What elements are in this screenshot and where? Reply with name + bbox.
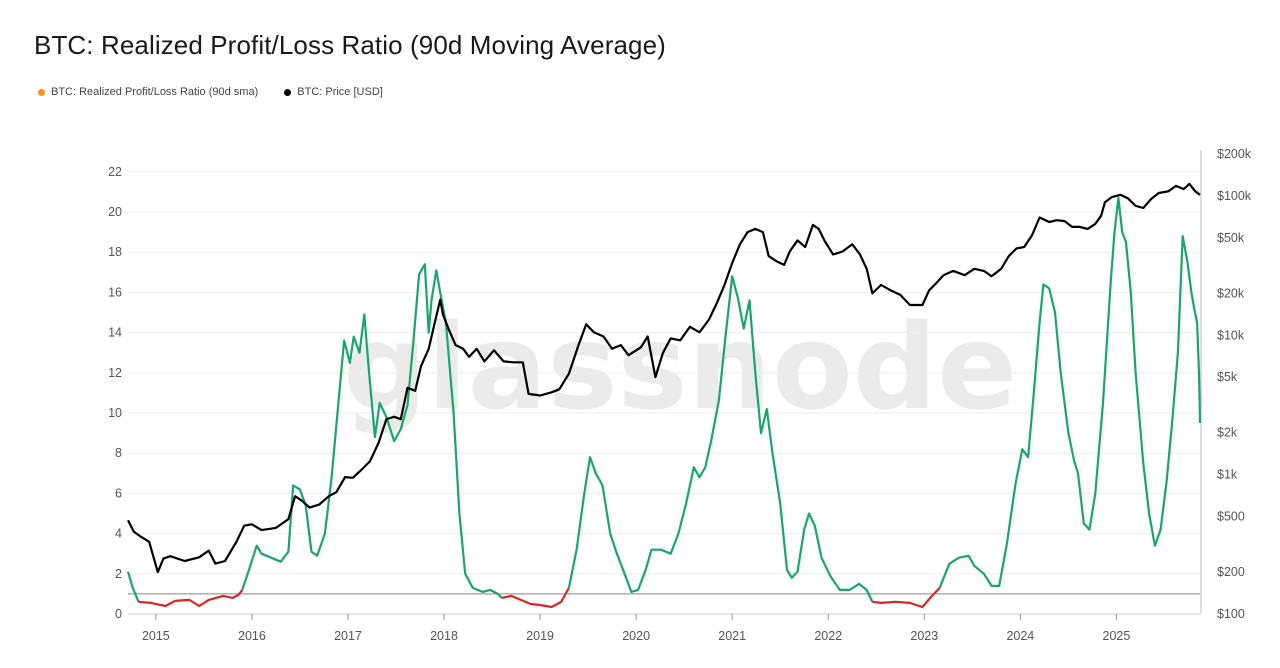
ratio-line-below-1: [872, 587, 941, 609]
ratio-line-above-1: [938, 196, 1202, 589]
x-tick-label: 2018: [430, 629, 458, 643]
y-right-tick-label: $500: [1217, 510, 1245, 524]
y-right-tick-label: $20k: [1217, 286, 1245, 300]
x-tick-label: 2016: [238, 629, 266, 643]
ratio-line-above-1: [241, 263, 503, 599]
chart-title: BTC: Realized Profit/Loss Ratio (90d Mov…: [34, 30, 666, 60]
y-left-tick-label: 18: [108, 245, 122, 259]
y-right-tick-label: $50k: [1217, 231, 1245, 245]
legend: BTC: Realized Profit/Loss Ratio (90d sma…: [38, 86, 383, 98]
y-left-tick-label: 10: [108, 406, 122, 420]
legend-item-ratio[interactable]: BTC: Realized Profit/Loss Ratio (90d sma…: [38, 86, 258, 98]
legend-dot-ratio: [38, 88, 45, 96]
series-layer: [126, 182, 1202, 609]
ratio-line-below-1: [501, 587, 570, 609]
x-tick-label: 2025: [1103, 629, 1131, 643]
y-left-tick-label: 14: [108, 326, 122, 340]
y-right-tick-label: $1k: [1217, 468, 1238, 482]
y-right-tick-label: $2k: [1217, 426, 1238, 440]
y-left-tick-label: 22: [108, 165, 122, 179]
x-tick-label: 2017: [334, 629, 362, 643]
y-right-tick-label: $10k: [1217, 328, 1245, 342]
ratio-line-above-1: [126, 571, 140, 603]
y-left-tick-label: 0: [115, 607, 122, 621]
grid: [128, 171, 1200, 575]
legend-label-price: BTC: Price [USD]: [297, 86, 383, 98]
x-tick-label: 2023: [910, 629, 938, 643]
x-tick-label: 2020: [622, 629, 650, 643]
y-left-tick-label: 20: [108, 205, 122, 219]
x-tick-label: 2019: [526, 629, 554, 643]
y-left-tick-label: 6: [115, 486, 122, 500]
x-tick-label: 2024: [1006, 629, 1034, 643]
ratio-line-below-1: [138, 589, 244, 608]
legend-dot-price: [284, 88, 292, 96]
ratio-line-above-1: [567, 275, 874, 603]
y-left-tick-label: 16: [108, 285, 122, 299]
y-left-tick-label: 2: [115, 567, 122, 581]
legend-label-ratio: BTC: Realized Profit/Loss Ratio (90d sma…: [51, 86, 259, 98]
y-left-tick-label: 4: [115, 527, 122, 541]
axes: 0246810121416182022$100$200$500$1k$2k$5k…: [108, 147, 1252, 643]
x-tick-label: 2015: [142, 629, 170, 643]
y-left-tick-label: 12: [108, 366, 122, 380]
price-line: [127, 182, 1201, 574]
y-right-tick-label: $5k: [1217, 370, 1238, 384]
y-right-tick-label: $200k: [1217, 147, 1252, 161]
x-tick-label: 2021: [718, 629, 746, 643]
legend-item-price[interactable]: BTC: Price [USD]: [284, 86, 383, 98]
y-right-tick-label: $100: [1217, 607, 1245, 621]
y-left-tick-label: 8: [115, 446, 122, 460]
y-right-tick-label: $100k: [1217, 189, 1252, 203]
y-right-tick-label: $200: [1217, 565, 1245, 579]
x-tick-label: 2022: [814, 629, 842, 643]
